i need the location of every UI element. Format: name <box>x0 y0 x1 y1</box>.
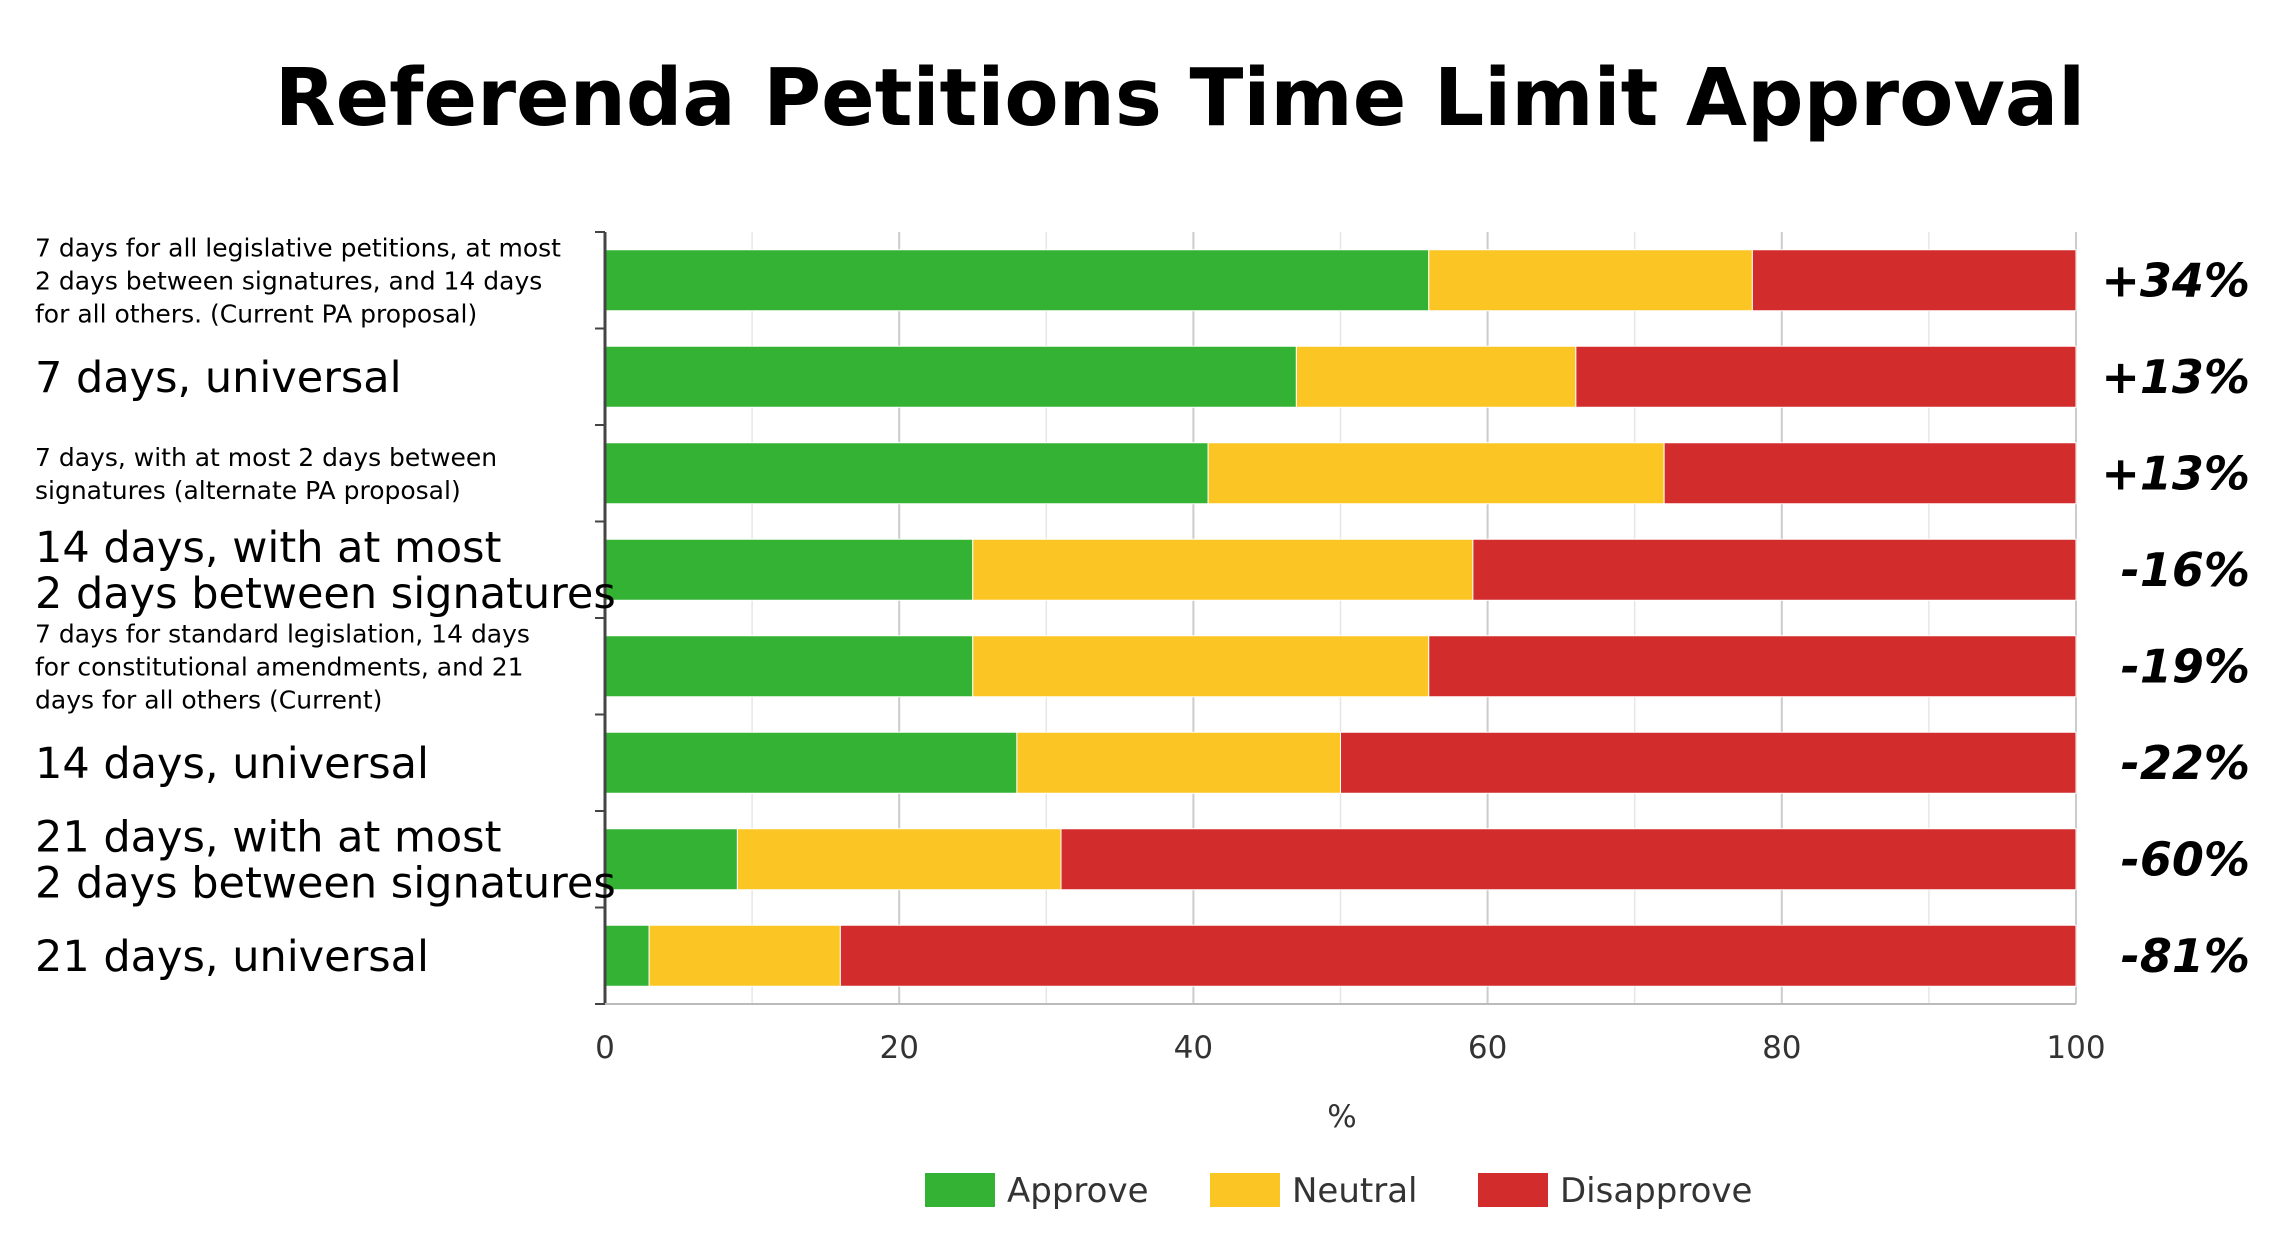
category-label-4: 7 days for standard legislation, 14 days… <box>35 619 530 714</box>
legend-swatch <box>925 1173 995 1207</box>
net-label-3: -16% <box>2121 543 2250 597</box>
bar-neutral-4 <box>972 635 1430 698</box>
category-label-line: 14 days, universal <box>35 739 429 789</box>
axes <box>595 231 2076 1005</box>
bar-disapprove-5 <box>1340 731 2077 794</box>
bar-approve-2 <box>604 442 1209 505</box>
legend-swatch <box>1478 1173 1548 1207</box>
net-label-7: -81% <box>2121 929 2250 983</box>
category-label-line: for constitutional amendments, and 21 <box>35 652 524 681</box>
bar-neutral-7 <box>648 924 841 987</box>
net-label-5: -22% <box>2121 736 2250 790</box>
category-label-line: days for all others (Current) <box>35 685 382 714</box>
bar-approve-3 <box>604 538 974 601</box>
category-label-line: 21 days, universal <box>35 932 429 982</box>
net-label-0: +34% <box>2101 253 2250 307</box>
category-label-line: 7 days, with at most 2 days between <box>35 443 497 472</box>
x-tick-label-60: 60 <box>1468 1030 1507 1066</box>
bar-neutral-5 <box>1016 731 1341 794</box>
x-tick-label-0: 0 <box>595 1030 615 1066</box>
legend-swatch <box>1210 1173 1280 1207</box>
bar-neutral-2 <box>1207 442 1665 505</box>
net-label-1: +13% <box>2101 350 2250 404</box>
net-label-6: -60% <box>2121 832 2250 886</box>
category-label-line: signatures (alternate PA proposal) <box>35 476 461 505</box>
category-label-0: 7 days for all legislative petitions, at… <box>35 233 561 328</box>
x-tick-label-40: 40 <box>1174 1030 1213 1066</box>
legend-label: Disapprove <box>1560 1171 1752 1211</box>
bar-disapprove-1 <box>1575 345 2077 408</box>
bar-disapprove-4 <box>1428 635 2077 698</box>
category-label-line: 2 days between signatures <box>35 859 616 909</box>
category-label-1: 7 days, universal <box>35 353 402 403</box>
bars <box>604 249 2077 987</box>
bar-approve-7 <box>604 924 650 987</box>
bar-neutral-0 <box>1428 249 1753 312</box>
legend-item-neutral[interactable]: Neutral <box>1210 1171 1418 1211</box>
bar-disapprove-0 <box>1751 249 2077 312</box>
legend-item-disapprove[interactable]: Disapprove <box>1478 1171 1752 1211</box>
category-label-line: 2 days between signatures, and 14 days <box>35 266 542 295</box>
bar-disapprove-3 <box>1472 538 2077 601</box>
bar-approve-1 <box>604 345 1297 408</box>
legend-label: Approve <box>1007 1171 1149 1211</box>
bar-approve-6 <box>604 828 738 891</box>
x-axis-title: % <box>1327 1099 1356 1135</box>
bar-disapprove-2 <box>1663 442 2077 505</box>
category-label-5: 14 days, universal <box>35 739 429 789</box>
category-label-7: 21 days, universal <box>35 932 429 982</box>
category-label-line: 21 days, with at most <box>35 813 501 863</box>
category-label-line: 7 days for standard legislation, 14 days <box>35 619 530 648</box>
bar-approve-0 <box>604 249 1430 312</box>
category-label-line: 7 days, universal <box>35 353 402 403</box>
bar-neutral-3 <box>972 538 1474 601</box>
x-tick-label-20: 20 <box>879 1030 918 1066</box>
legend-item-approve[interactable]: Approve <box>925 1171 1149 1211</box>
net-labels: +34% +13% +13% -16% -19% -22% -60% -81% <box>2101 253 2250 983</box>
net-label-4: -19% <box>2121 639 2250 693</box>
bar-disapprove-7 <box>839 924 2077 987</box>
chart-title: Referenda Petitions Time Limit Approval <box>274 52 2086 144</box>
bar-neutral-1 <box>1295 345 1577 408</box>
bar-neutral-6 <box>736 828 1062 891</box>
net-label-2: +13% <box>2101 446 2250 500</box>
category-labels: 7 days for all legislative petitions, at… <box>35 233 616 982</box>
bar-disapprove-6 <box>1060 828 2077 891</box>
legend-label: Neutral <box>1292 1171 1418 1211</box>
x-tick-label-100: 100 <box>2046 1030 2105 1066</box>
category-label-line: 2 days between signatures <box>35 569 616 619</box>
x-tick-label-80: 80 <box>1762 1030 1801 1066</box>
legend: Approve Neutral Disapprove <box>925 1171 1752 1211</box>
category-label-line: 7 days for all legislative petitions, at… <box>35 233 561 262</box>
bar-approve-4 <box>604 635 974 698</box>
category-label-2: 7 days, with at most 2 days between signa… <box>35 443 497 505</box>
category-label-line: 14 days, with at most <box>35 523 501 573</box>
bar-approve-5 <box>604 731 1018 794</box>
x-tick-labels: 0 20 40 60 80 100 <box>595 1030 2105 1066</box>
category-label-line: for all others. (Current PA proposal) <box>35 299 477 328</box>
